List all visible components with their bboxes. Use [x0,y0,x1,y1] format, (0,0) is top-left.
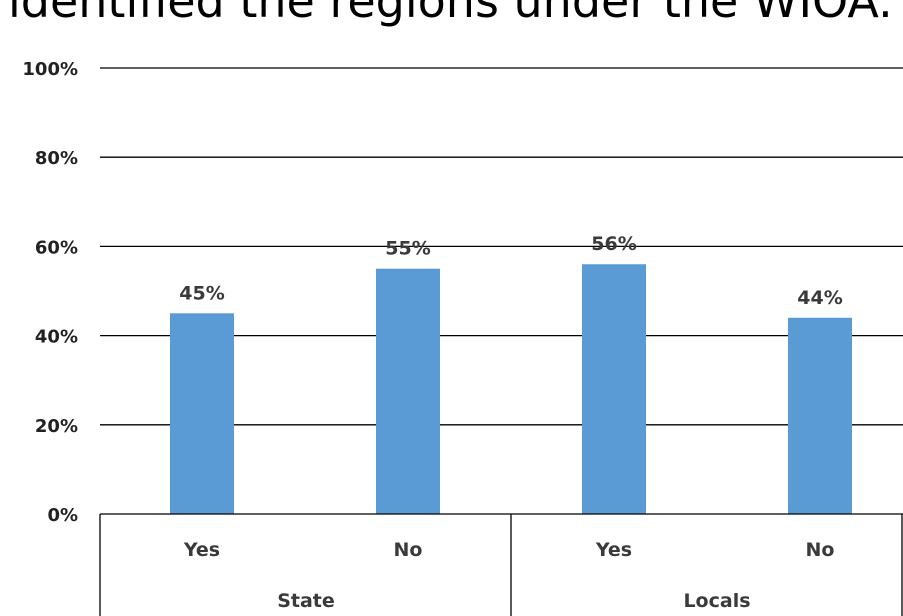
data-label: 56% [591,233,636,255]
y-tick-label: 60% [35,237,78,258]
x-group-label: Locals [683,590,750,612]
x-category-label: No [394,539,423,561]
bar [170,313,234,514]
x-category-label: No [806,539,835,561]
data-labels: 45% 55% 56% 44% [179,233,842,309]
data-label: 44% [797,287,842,309]
x-category-label: Yes [183,539,220,561]
data-label: 55% [385,238,430,260]
y-tick-label: 40% [35,327,78,348]
bar [376,268,440,514]
y-tick-label: 20% [35,416,78,437]
x-category-label: Yes [595,539,632,561]
x-group-label: State [277,590,335,612]
category-axis: Yes No Yes No State Locals [99,513,903,616]
y-tick-label: 0% [47,505,78,526]
bar [582,264,646,514]
bar [788,317,852,514]
y-tick-label: 100% [22,59,78,80]
data-label: 45% [179,282,224,304]
partial-heading-text: identified the regions under the WIOA. [8,0,893,28]
y-axis-ticks: 0% 20% 40% 60% 80% 100% [22,59,78,526]
bars [170,264,852,514]
y-tick-label: 80% [35,148,78,169]
